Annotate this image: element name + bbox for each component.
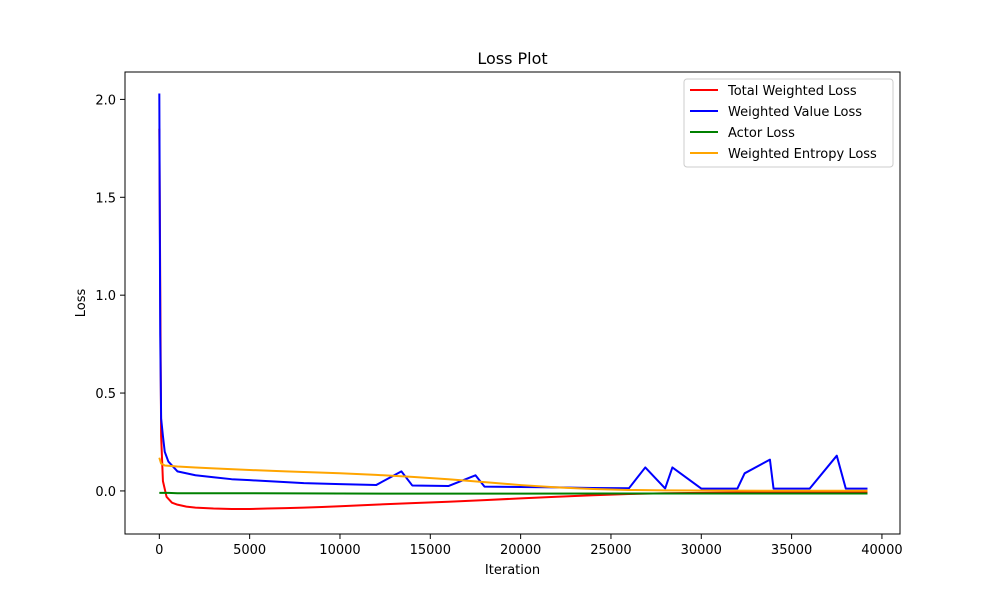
x-tick-label: 40000 (861, 543, 902, 558)
series-line-weighted-entropy-loss (158, 457, 868, 492)
x-tick-label: 25000 (590, 543, 631, 558)
x-axis-label: Iteration (485, 563, 540, 578)
y-tick-label: 0.5 (95, 387, 116, 402)
y-tick-label: 1.0 (95, 289, 116, 304)
series-layer (158, 93, 868, 510)
chart-title: Loss Plot (477, 49, 547, 68)
legend: Total Weighted Loss Weighted Value Loss … (683, 78, 894, 168)
legend-label-weighted-entropy-loss: Weighted Entropy Loss (728, 147, 877, 162)
x-tick-label: 5000 (233, 543, 266, 558)
y-tick-label: 1.5 (95, 191, 116, 206)
plot-frame (124, 71, 901, 535)
x-tick-label: 10000 (319, 543, 360, 558)
y-axis-label: Loss (74, 289, 89, 318)
y-tick-label: 0.0 (95, 485, 116, 500)
x-tick-label: 20000 (500, 543, 541, 558)
plot-area (124, 71, 901, 535)
x-axis-ticks: 0 5000 10000 15000 20000 25000 30000 35000 40000 (155, 534, 903, 558)
x-tick-label: 15000 (410, 543, 451, 558)
x-tick-label: 35000 (771, 543, 812, 558)
legend-label-weighted-value-loss: Weighted Value Loss (728, 105, 862, 120)
y-axis-ticks: 0.0 0.5 1.0 1.5 2.0 (95, 93, 125, 500)
legend-label-actor-loss: Actor Loss (728, 126, 795, 141)
legend-label-total-weighted-loss: Total Weighted Loss (727, 84, 857, 99)
y-tick-label: 2.0 (95, 93, 116, 108)
x-tick-label: 30000 (681, 543, 722, 558)
series-line-actor-loss (159, 491, 868, 495)
series-line-weighted-value-loss (158, 93, 868, 490)
x-tick-label: 0 (155, 543, 163, 558)
legend-box (683, 78, 894, 168)
